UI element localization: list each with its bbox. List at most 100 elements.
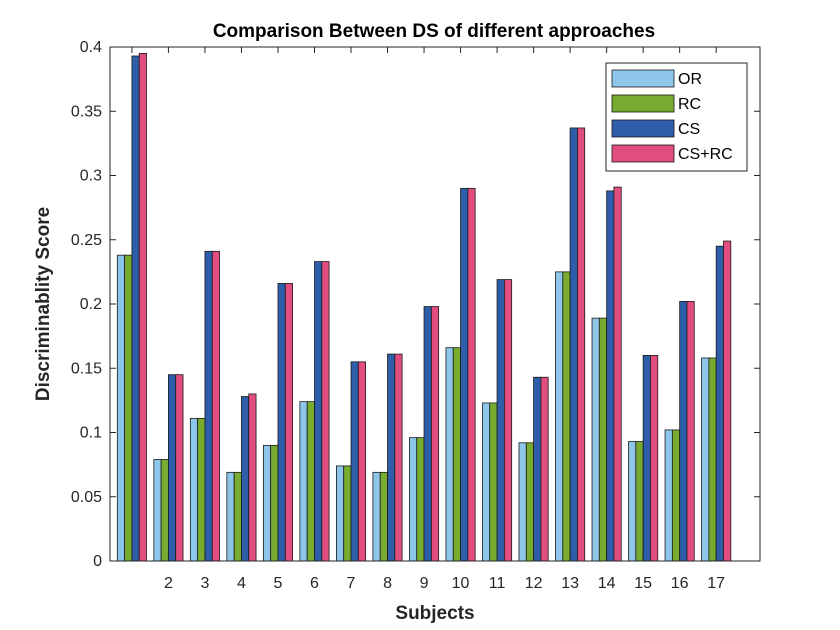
x-tick-label: 10 xyxy=(452,575,470,592)
legend-label: OR xyxy=(678,71,702,88)
bar-rc-4 xyxy=(233,471,242,562)
bar-or-5 xyxy=(262,444,272,562)
bar-cs-15 xyxy=(642,354,651,562)
bar-or-6 xyxy=(299,401,308,562)
x-tick-label: 12 xyxy=(525,575,543,592)
bar-cs-rc-6 xyxy=(321,261,330,562)
x-tick-label: 16 xyxy=(671,575,689,592)
bar-or-3 xyxy=(189,417,199,562)
x-tick-label: 11 xyxy=(489,575,506,592)
bar-cs-rc-15 xyxy=(650,354,659,562)
bar-cs-rc-14 xyxy=(613,186,622,562)
bar-rc-3 xyxy=(197,417,206,562)
bar-cs-8 xyxy=(387,353,396,562)
bar-cs-17 xyxy=(715,245,724,562)
bar-rc-10 xyxy=(452,347,461,562)
x-tick-label: 8 xyxy=(383,575,392,592)
x-tick-label: 9 xyxy=(420,575,429,592)
bar-cs-1 xyxy=(131,55,140,562)
y-tick-label: 0 xyxy=(93,553,102,570)
bar-cs-4 xyxy=(241,396,250,562)
x-tick-label: 2 xyxy=(164,575,173,592)
x-tick-label: 3 xyxy=(200,575,209,592)
bar-rc-6 xyxy=(306,401,315,562)
bar-rc-12 xyxy=(525,442,534,562)
y-tick-label: 0.1 xyxy=(80,425,102,442)
bar-cs-rc-13 xyxy=(577,127,586,562)
x-tick-label: 7 xyxy=(347,575,356,592)
legend-label: CS xyxy=(678,121,700,138)
bar-cs-rc-9 xyxy=(430,306,440,562)
bar-or-1 xyxy=(116,254,126,562)
y-tick-label: 0.2 xyxy=(80,296,102,313)
legend: OR RC CS CS+RC xyxy=(605,62,748,172)
bar-cs-6 xyxy=(314,261,323,562)
bar-rc-15 xyxy=(635,441,644,562)
bar-cs-11 xyxy=(496,279,505,562)
y-tick-label: 0.3 xyxy=(80,168,102,185)
y-tick-label: 0.15 xyxy=(71,360,102,377)
bar-or-14 xyxy=(591,317,600,562)
x-tick-label: 15 xyxy=(634,575,652,592)
bar-rc-16 xyxy=(671,429,681,562)
bar-or-16 xyxy=(664,429,673,562)
bar-rc-1 xyxy=(124,254,133,562)
legend-swatch-or xyxy=(611,69,675,88)
x-tick-label: 14 xyxy=(598,575,616,592)
x-tick-label: 17 xyxy=(707,575,725,592)
bar-cs-10 xyxy=(460,187,469,562)
legend-label: RC xyxy=(678,96,701,113)
bar-cs-14 xyxy=(606,190,615,562)
bar-cs-rc-17 xyxy=(723,240,732,562)
bar-rc-5 xyxy=(270,444,279,562)
bar-cs-13 xyxy=(569,127,578,562)
bar-or-7 xyxy=(336,465,345,562)
x-tick-label: 4 xyxy=(237,575,246,592)
bar-or-8 xyxy=(372,471,381,562)
legend-swatch-cs-rc xyxy=(611,144,675,163)
bar-rc-13 xyxy=(562,271,571,562)
y-tick-label: 0.05 xyxy=(71,489,102,506)
y-tick-label: 0.4 xyxy=(80,39,102,56)
bar-cs-rc-16 xyxy=(686,301,695,562)
legend-swatch-rc xyxy=(611,94,675,113)
x-axis-title: Subjects xyxy=(395,603,474,624)
bar-or-13 xyxy=(555,271,564,562)
bar-cs-rc-4 xyxy=(248,393,257,562)
bar-cs-12 xyxy=(533,376,542,562)
x-tick-label: 5 xyxy=(274,575,283,592)
bar-cs-rc-3 xyxy=(211,250,220,562)
bar-rc-8 xyxy=(379,471,388,562)
bar-cs-rc-12 xyxy=(540,376,549,562)
bar-cs-rc-8 xyxy=(394,353,403,562)
bar-rc-11 xyxy=(489,402,498,562)
bar-rc-14 xyxy=(598,317,608,562)
bar-cs-rc-5 xyxy=(284,283,293,562)
y-axis-title: Discriminablity Score xyxy=(33,207,54,401)
y-axis: 0 0.05 0.1 0.15 0.2 0.25 0.3 0.35 0.4 xyxy=(71,39,760,570)
bar-rc-9 xyxy=(416,437,425,562)
bar-or-12 xyxy=(518,442,527,562)
bar-or-15 xyxy=(628,441,637,562)
bar-cs-rc-1 xyxy=(138,53,147,562)
bar-cs-rc-7 xyxy=(357,361,367,562)
legend-label: CS+RC xyxy=(678,146,733,163)
x-axis: 2 3 4 5 6 7 8 9 10 11 12 13 14 15 16 17 xyxy=(131,47,725,592)
bar-cs-rc-10 xyxy=(467,187,476,562)
bar-or-11 xyxy=(482,402,491,562)
bar-or-10 xyxy=(445,347,454,562)
legend-swatch-cs xyxy=(611,119,675,138)
bar-or-4 xyxy=(226,471,235,562)
bar-or-2 xyxy=(153,459,162,562)
bar-cs-3 xyxy=(204,250,213,562)
y-tick-label: 0.25 xyxy=(71,232,102,249)
chart-title: Comparison Between DS of different appro… xyxy=(213,21,655,42)
bar-cs-rc-11 xyxy=(503,279,513,562)
bar-or-17 xyxy=(701,357,710,562)
bar-cs-9 xyxy=(423,306,432,562)
bar-rc-7 xyxy=(343,465,352,562)
bar-cs-rc-2 xyxy=(175,374,184,562)
y-tick-label: 0.35 xyxy=(71,103,102,120)
bar-cs-7 xyxy=(350,361,359,562)
